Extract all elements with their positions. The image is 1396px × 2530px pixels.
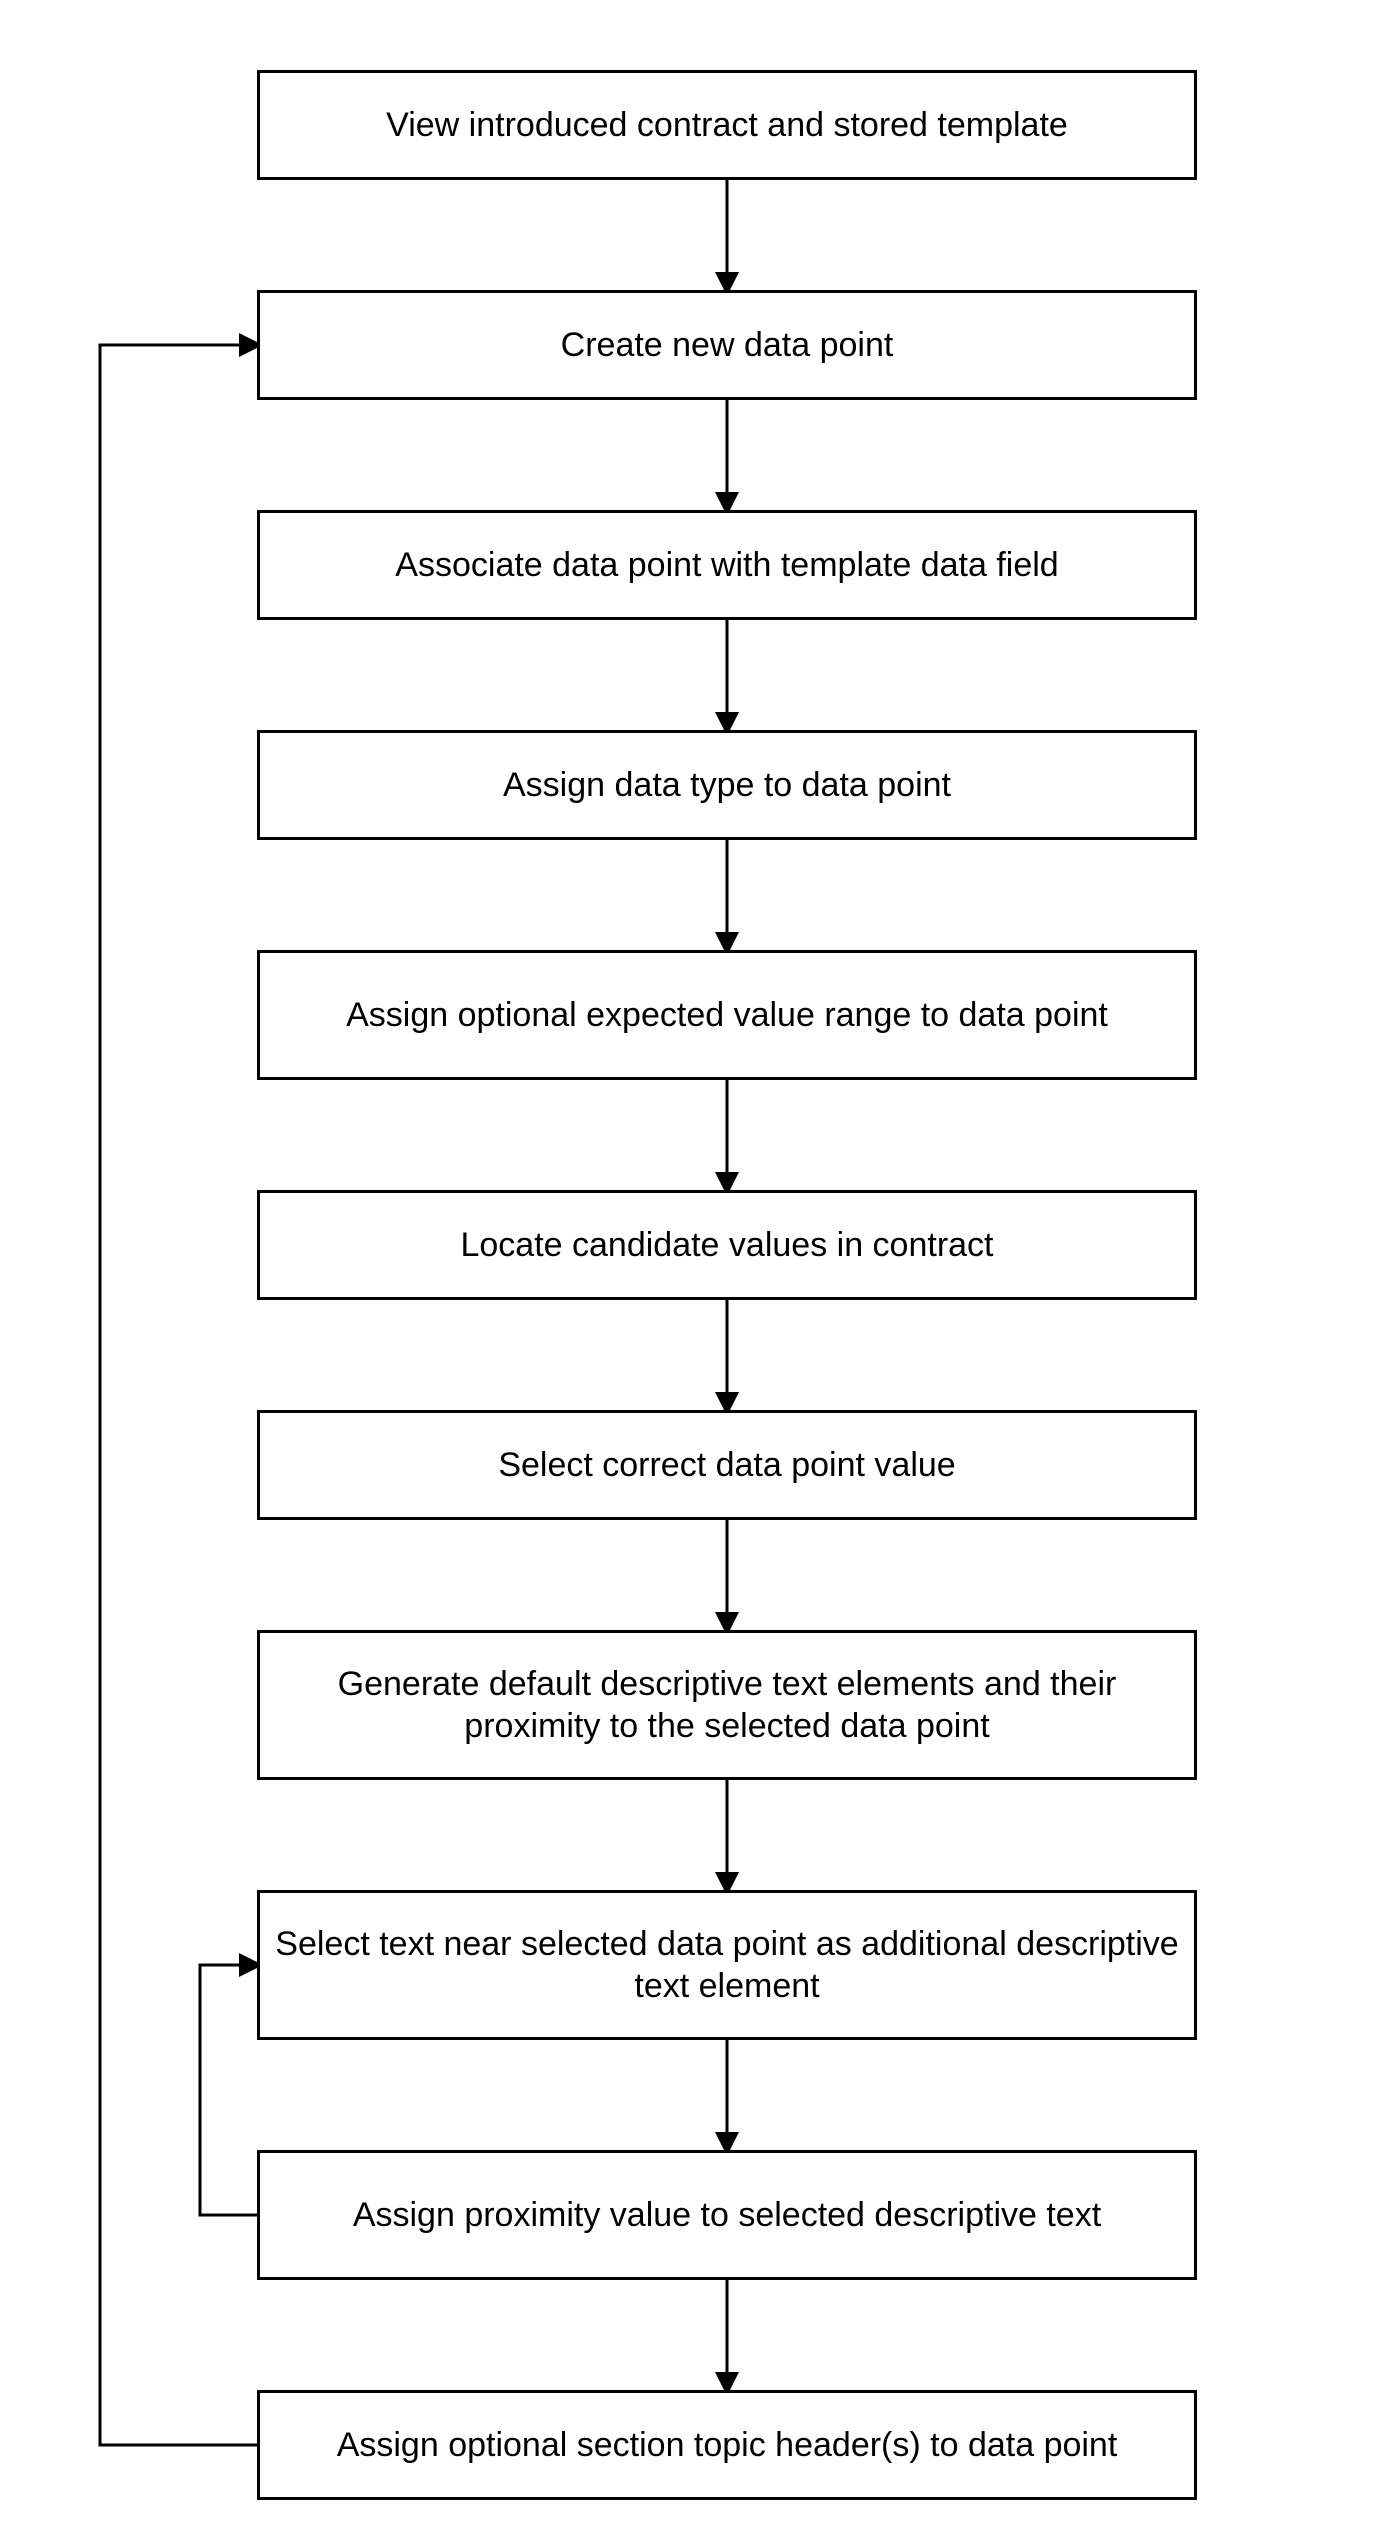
flowchart-node-label: Assign proximity value to selected descr… xyxy=(353,2194,1101,2237)
flowchart-node-label: Select text near selected data point as … xyxy=(272,1923,1182,2008)
flowchart-node-n1: View introduced contract and stored temp… xyxy=(257,70,1197,180)
flowchart-node-n10: Assign proximity value to selected descr… xyxy=(257,2150,1197,2280)
flowchart-node-n7: Select correct data point value xyxy=(257,1410,1197,1520)
flowchart-node-n3: Associate data point with template data … xyxy=(257,510,1197,620)
flowchart-node-label: Select correct data point value xyxy=(498,1444,955,1487)
flowchart-node-n11: Assign optional section topic header(s) … xyxy=(257,2390,1197,2500)
flowchart-node-n4: Assign data type to data point xyxy=(257,730,1197,840)
flowchart-node-n2: Create new data point xyxy=(257,290,1197,400)
flowchart-edge-n10-n9 xyxy=(200,1965,257,2215)
flowchart-node-label: View introduced contract and stored temp… xyxy=(386,104,1068,147)
flowchart-node-n9: Select text near selected data point as … xyxy=(257,1890,1197,2040)
flowchart-node-label: Associate data point with template data … xyxy=(395,544,1058,587)
flowchart-node-label: Assign optional section topic header(s) … xyxy=(337,2424,1118,2467)
flowchart-node-label: Assign optional expected value range to … xyxy=(346,994,1108,1037)
flowchart-node-label: Locate candidate values in contract xyxy=(460,1224,993,1267)
flowchart-node-n6: Locate candidate values in contract xyxy=(257,1190,1197,1300)
flowchart-node-label: Assign data type to data point xyxy=(503,764,951,807)
flowchart-node-label: Create new data point xyxy=(561,324,894,367)
flowchart-node-label: Generate default descriptive text elemen… xyxy=(272,1663,1182,1748)
flowchart-edge-n11-n2 xyxy=(100,345,257,2445)
flowchart-node-n8: Generate default descriptive text elemen… xyxy=(257,1630,1197,1780)
flowchart-node-n5: Assign optional expected value range to … xyxy=(257,950,1197,1080)
